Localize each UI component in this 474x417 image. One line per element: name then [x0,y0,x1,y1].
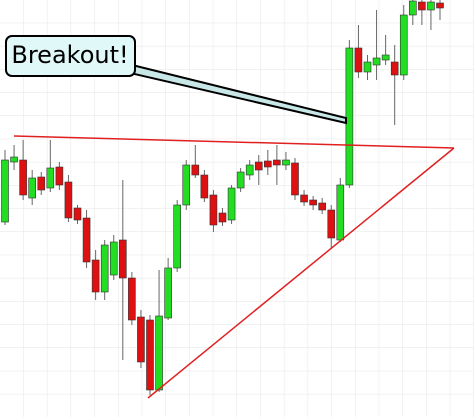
candle-body [155,315,163,391]
candle-body [55,166,64,186]
candle-body [227,187,236,221]
annotation: Breakout! [11,41,128,69]
candle-body [327,209,336,239]
candle-body [300,194,308,203]
candles [1,0,444,395]
candle-body [37,176,46,191]
candle-body [1,159,9,223]
candle-body [218,212,227,223]
candle-body [336,184,345,241]
support-line [147,147,455,399]
candle-body [273,159,281,166]
candle-body [10,156,18,163]
candle-body [128,277,136,321]
candle-body [309,199,317,206]
candle-body [245,164,254,176]
candle-body [28,177,36,199]
candle-body [409,0,417,16]
candle-body [390,61,399,76]
candle-body [82,217,91,263]
resistance-line [13,135,455,149]
candle-body [354,47,363,73]
candle-body [182,164,191,206]
candle-body [191,164,200,176]
candle-body [109,241,118,276]
candle-body [264,160,272,168]
candle-body [64,181,73,219]
candle-body [209,194,218,226]
candle-body [119,239,127,279]
candle-body [427,1,435,11]
candle-body [399,14,408,76]
candle-body [236,171,245,189]
candle-body [436,2,444,9]
candle-body [282,159,290,166]
candle-body [73,207,82,221]
candle-body [164,267,172,319]
candle-body [46,167,55,189]
candle-body [372,57,381,66]
candle-body [254,161,263,171]
candle-body [418,1,426,11]
candle-body [345,47,354,186]
candle-body [173,204,181,269]
candle-body [363,61,372,73]
candle-body [91,259,100,293]
candle-body [291,162,299,196]
callout-box [5,35,136,77]
candle-body [381,54,390,61]
candle-body [318,202,326,211]
candle-body [19,159,27,196]
candle-body [146,319,154,391]
candle-body [200,174,209,199]
candle-body [137,316,145,363]
candle-body [100,244,109,293]
